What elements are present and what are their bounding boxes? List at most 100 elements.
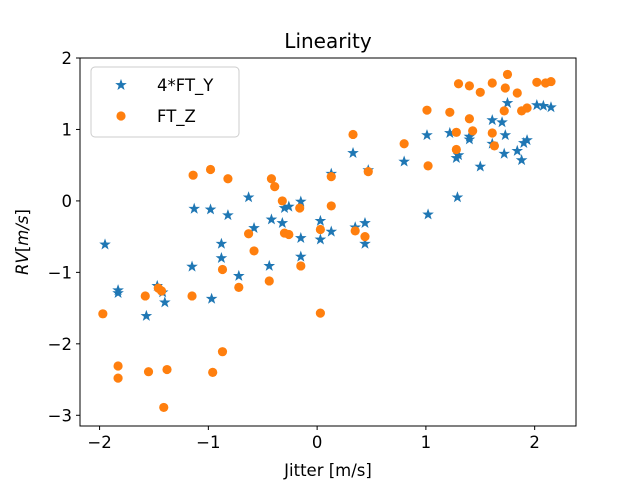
data-point-star — [314, 214, 327, 226]
data-point-circle — [512, 88, 522, 98]
data-point-star — [511, 144, 524, 156]
data-point-circle — [464, 114, 475, 124]
data-point-circle — [113, 361, 123, 371]
data-point-star — [537, 99, 550, 111]
data-point-circle — [270, 182, 280, 192]
data-point-star — [112, 286, 124, 299]
data-point-star — [421, 129, 433, 141]
data-point-star — [263, 259, 276, 271]
y-tick-label: −2 — [48, 335, 72, 354]
data-point-circle — [223, 174, 233, 184]
data-point-circle — [159, 402, 169, 413]
data-point-star — [215, 251, 228, 264]
plot-frame — [79, 57, 577, 427]
legend-box — [90, 66, 240, 138]
series-1 — [99, 96, 557, 321]
data-point-circle — [468, 126, 478, 136]
data-point-circle — [532, 77, 542, 87]
data-point-circle — [284, 229, 294, 240]
data-point-star — [99, 238, 111, 250]
y-tick-label: 0 — [62, 192, 73, 211]
data-point-star — [499, 129, 512, 141]
y-tick-label: 2 — [62, 49, 73, 68]
data-point-circle — [264, 276, 274, 286]
y-tick-label: 1 — [62, 120, 73, 139]
data-point-circle — [451, 127, 461, 137]
data-point-circle — [502, 69, 513, 80]
data-point-star — [265, 213, 278, 225]
legend-marker-1 — [115, 78, 127, 90]
data-point-star — [283, 200, 295, 212]
data-point-star — [398, 155, 410, 167]
data-point-circle — [217, 264, 228, 275]
data-point-circle — [315, 224, 325, 235]
data-point-circle — [500, 83, 510, 93]
data-point-star — [205, 292, 218, 304]
legend-label-2: FT_Z — [157, 107, 196, 127]
chart-title: Linearity — [284, 29, 372, 53]
legend-marker-2 — [116, 111, 126, 121]
x-tick-label: 1 — [421, 433, 432, 452]
data-point-circle — [205, 164, 216, 175]
data-point-star — [521, 134, 533, 146]
data-point-star — [498, 147, 511, 159]
data-point-star — [451, 191, 464, 203]
x-tick-label: 2 — [529, 433, 540, 452]
data-point-circle — [326, 201, 336, 211]
data-point-circle — [360, 232, 370, 242]
data-point-circle — [326, 172, 336, 182]
data-point-circle — [156, 286, 167, 296]
data-point-circle — [350, 226, 360, 236]
data-point-circle — [487, 128, 497, 138]
data-point-star — [276, 216, 289, 229]
data-point-star — [295, 250, 307, 262]
data-point-star — [515, 154, 528, 166]
data-point-circle — [422, 105, 432, 115]
data-point-circle — [399, 139, 409, 149]
data-point-circle — [249, 246, 259, 256]
data-point-circle — [113, 373, 123, 383]
data-point-circle — [546, 76, 556, 87]
data-point-star — [545, 101, 557, 113]
data-point-circle — [499, 106, 509, 116]
y-axis: −3 −2 −1 0 1 2 — [48, 49, 80, 425]
data-point-star — [222, 209, 234, 221]
data-point-circle — [234, 282, 244, 292]
data-point-circle — [98, 309, 108, 319]
data-point-star — [215, 237, 228, 249]
data-point-circle — [489, 141, 500, 151]
x-tick-label: −1 — [196, 433, 220, 452]
data-point-circle — [266, 174, 277, 184]
data-point-circle — [423, 161, 433, 171]
data-point-circle — [162, 364, 172, 375]
data-point-star — [242, 191, 255, 203]
data-point-circle — [487, 78, 497, 88]
data-point-star — [233, 269, 245, 281]
legend: 4*FT_Y FT_Z — [90, 66, 240, 138]
data-point-circle — [187, 291, 197, 301]
data-point-circle — [188, 170, 198, 180]
data-point-circle — [295, 203, 305, 213]
data-point-star — [188, 202, 201, 214]
x-tick-label: −2 — [87, 433, 111, 452]
data-point-circle — [315, 308, 325, 318]
y-tick-label: −3 — [48, 406, 72, 425]
data-point-circle — [143, 367, 154, 377]
data-point-star — [531, 99, 543, 111]
x-axis-title: Jitter [m/s] — [283, 461, 372, 480]
data-point-circle — [208, 367, 218, 378]
data-point-circle — [475, 87, 485, 97]
y-axis-title: RV[m/s] — [13, 209, 32, 275]
legend-label-1: 4*FT_Y — [157, 76, 214, 96]
data-point-circle — [445, 107, 455, 117]
data-point-star — [486, 114, 499, 126]
data-point-circle — [464, 81, 475, 91]
data-point-circle — [363, 167, 373, 177]
data-point-circle — [296, 261, 306, 271]
data-point-circle — [217, 347, 228, 357]
data-point-star — [422, 208, 434, 220]
data-point-star — [204, 203, 217, 215]
y-tick-label: −1 — [48, 263, 72, 282]
data-point-circle — [140, 291, 150, 301]
